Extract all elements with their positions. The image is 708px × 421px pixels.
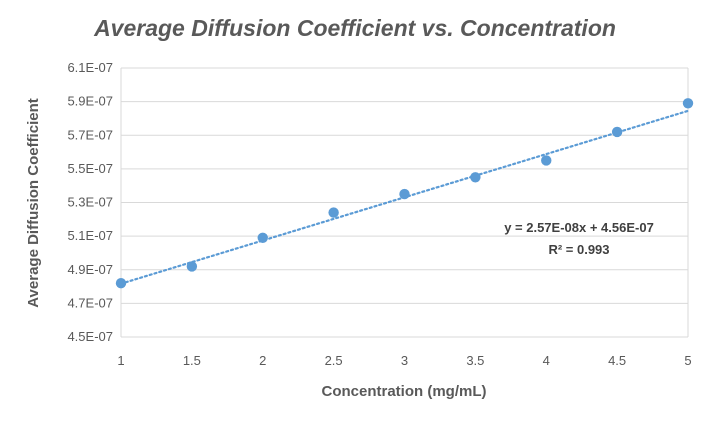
data-point bbox=[682, 98, 694, 109]
x-axis-title: Concentration (mg/mL) bbox=[322, 383, 487, 400]
x-tick-label: 1.5 bbox=[183, 353, 201, 368]
trendline-equation: y = 2.57E-08x + 4.56E-07 bbox=[504, 220, 654, 235]
x-tick-label: 2.5 bbox=[325, 353, 343, 368]
x-tick-labels: 1 1.5 2 2.5 3 3.5 4 4.5 5 bbox=[117, 353, 691, 368]
y-tick-label: 5.1E-07 bbox=[67, 228, 113, 243]
data-point bbox=[186, 261, 198, 272]
y-tick-label: 4.9E-07 bbox=[67, 262, 113, 277]
x-tick-label: 3.5 bbox=[466, 353, 484, 368]
y-tick-label: 4.7E-07 bbox=[67, 295, 113, 310]
data-point bbox=[541, 155, 552, 166]
plot-area bbox=[120, 68, 689, 337]
trendline-r-squared: R² = 0.993 bbox=[548, 242, 609, 257]
x-tick-label: 5 bbox=[684, 353, 691, 368]
y-tick-label: 6.1E-07 bbox=[67, 60, 113, 75]
y-tick-label: 5.3E-07 bbox=[67, 195, 113, 210]
data-point bbox=[115, 278, 127, 289]
data-point bbox=[328, 207, 339, 218]
data-point bbox=[257, 232, 268, 244]
y-tick-label: 5.5E-07 bbox=[67, 161, 113, 176]
data-point bbox=[399, 188, 410, 200]
x-tick-label: 4 bbox=[543, 353, 550, 368]
y-tick-labels: 4.5E-07 4.7E-07 4.9E-07 5.1E-07 5.3E-07 5.5E-… bbox=[67, 60, 113, 344]
y-tick-label: 5.7E-07 bbox=[67, 127, 113, 142]
grid-lines bbox=[121, 67, 688, 338]
y-axis-title: Average Diffusion Coefficient bbox=[25, 98, 42, 307]
y-tick-label: 4.5E-07 bbox=[67, 329, 113, 344]
x-tick-label: 3 bbox=[401, 353, 408, 368]
data-points bbox=[115, 98, 694, 289]
x-tick-label: 1 bbox=[117, 353, 124, 368]
x-tick-label: 2 bbox=[259, 353, 266, 368]
chart-title: Average Diffusion Coefficient vs. Concen… bbox=[93, 15, 616, 41]
y-tick-label: 5.9E-07 bbox=[67, 94, 113, 109]
data-point bbox=[470, 172, 481, 183]
x-tick-label: 4.5 bbox=[608, 353, 626, 368]
data-point bbox=[611, 126, 623, 138]
